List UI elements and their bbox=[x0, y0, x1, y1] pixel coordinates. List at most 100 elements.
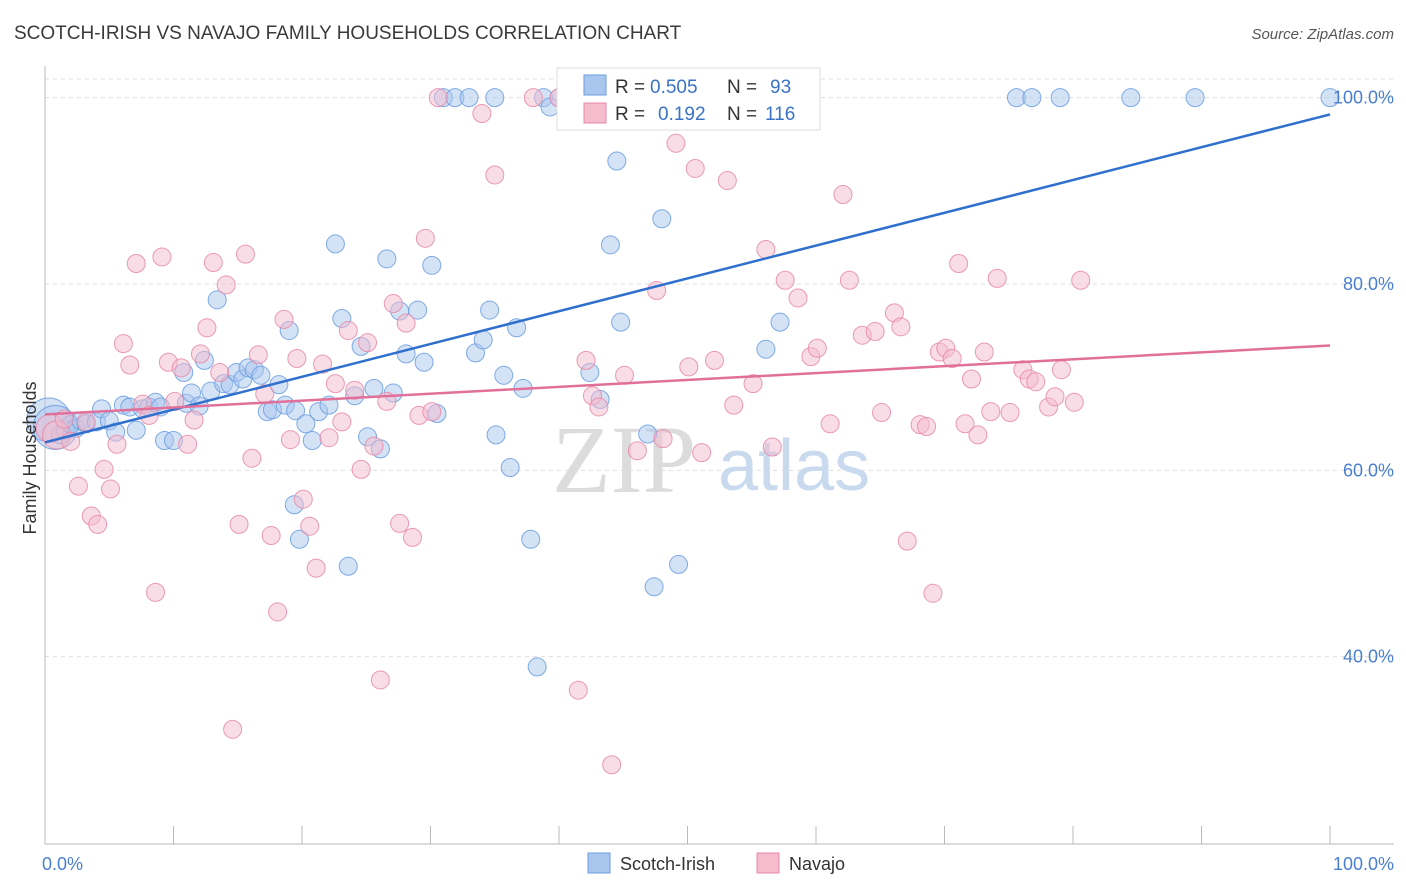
point-0-47 bbox=[325, 234, 345, 254]
point-1-35 bbox=[268, 602, 288, 622]
point-1-8 bbox=[94, 459, 114, 479]
point-1-84 bbox=[762, 437, 782, 457]
point-0-88 bbox=[652, 209, 672, 229]
axes bbox=[44, 66, 1394, 845]
series-legend: Scotch-Irish Navajo bbox=[587, 852, 845, 874]
point-0-44 bbox=[302, 431, 322, 451]
point-1-105 bbox=[955, 414, 975, 434]
point-1-68 bbox=[589, 397, 609, 417]
point-0-66 bbox=[459, 88, 479, 108]
point-0-91 bbox=[770, 312, 790, 332]
point-1-48 bbox=[351, 459, 371, 479]
point-1-42 bbox=[313, 354, 333, 374]
y-tick-label-3: 100.0% bbox=[1333, 88, 1394, 108]
point-1-118 bbox=[1064, 392, 1084, 412]
point-1-94 bbox=[872, 403, 892, 423]
point-1-110 bbox=[987, 268, 1007, 288]
point-1-76 bbox=[685, 158, 705, 178]
point-0-43 bbox=[296, 414, 316, 434]
trend-line-1 bbox=[44, 344, 1331, 416]
watermark-atlas: atlas bbox=[718, 426, 870, 506]
point-1-61 bbox=[472, 103, 492, 123]
point-1-82 bbox=[743, 374, 763, 394]
point-0-70 bbox=[486, 425, 506, 445]
point-0-14 bbox=[126, 420, 146, 440]
point-1-41 bbox=[306, 558, 326, 578]
point-1-88 bbox=[807, 338, 827, 358]
legend-swatch-scotch-irish bbox=[583, 74, 607, 96]
point-1-11 bbox=[113, 334, 133, 354]
y-tick-label-2: 80.0% bbox=[1343, 274, 1394, 294]
point-1-56 bbox=[403, 527, 423, 547]
point-1-71 bbox=[627, 441, 647, 461]
point-0-64 bbox=[485, 88, 505, 108]
stats-legend: R = 0.505 N = 93 R = 0.192 N = 116 bbox=[556, 67, 821, 131]
point-0-96 bbox=[1121, 88, 1141, 108]
point-1-60 bbox=[428, 88, 448, 108]
point-1-28 bbox=[223, 719, 243, 739]
point-1-4 bbox=[68, 476, 88, 496]
point-1-104 bbox=[949, 253, 969, 273]
point-0-59 bbox=[408, 300, 428, 320]
point-1-73 bbox=[653, 429, 673, 449]
bottom-legend-label-navajo: Navajo bbox=[789, 854, 845, 874]
legend-n-value-scotch-irish: 93 bbox=[770, 77, 791, 98]
point-1-13 bbox=[126, 253, 146, 273]
legend-r-label-navajo: R = bbox=[615, 104, 645, 125]
point-1-63 bbox=[523, 88, 543, 108]
legend-swatch-navajo bbox=[583, 102, 607, 124]
point-0-75 bbox=[521, 529, 541, 549]
scatter-points bbox=[26, 88, 1340, 775]
point-1-31 bbox=[242, 448, 262, 468]
point-1-36 bbox=[274, 309, 294, 329]
bottom-legend-label-scotch-irish: Scotch-Irish bbox=[620, 854, 715, 874]
point-1-50 bbox=[364, 436, 384, 456]
point-1-85 bbox=[775, 270, 795, 290]
point-1-17 bbox=[152, 247, 172, 267]
point-0-55 bbox=[377, 249, 397, 269]
point-1-47 bbox=[345, 380, 365, 400]
trend-lines bbox=[44, 113, 1331, 444]
point-1-25 bbox=[203, 253, 223, 273]
point-0-42 bbox=[289, 529, 309, 549]
point-1-22 bbox=[184, 410, 204, 430]
point-0-85 bbox=[611, 312, 631, 332]
point-1-80 bbox=[724, 395, 744, 415]
point-1-53 bbox=[383, 294, 403, 314]
point-0-90 bbox=[756, 339, 776, 359]
chart-source: Source: ZipAtlas.com bbox=[1251, 26, 1394, 43]
point-1-58 bbox=[415, 228, 435, 248]
point-1-59 bbox=[422, 402, 442, 422]
point-1-23 bbox=[190, 344, 210, 364]
x-tick-label-0: 0.0% bbox=[42, 854, 83, 874]
point-0-71 bbox=[494, 365, 514, 385]
point-1-40 bbox=[300, 516, 320, 536]
point-1-119 bbox=[1071, 270, 1091, 290]
point-1-5 bbox=[76, 412, 96, 432]
point-1-21 bbox=[178, 434, 198, 454]
point-1-111 bbox=[1000, 403, 1020, 423]
point-1-44 bbox=[325, 374, 345, 394]
point-1-38 bbox=[287, 349, 307, 369]
point-1-77 bbox=[692, 443, 712, 463]
point-1-26 bbox=[210, 362, 230, 382]
point-1-90 bbox=[833, 185, 853, 205]
watermark-zip: ZIP bbox=[552, 406, 696, 513]
legend-r-value-scotch-irish: 0.505 bbox=[650, 77, 698, 98]
point-1-49 bbox=[358, 333, 378, 353]
point-1-34 bbox=[261, 526, 281, 546]
point-1-20 bbox=[171, 358, 191, 378]
point-1-109 bbox=[981, 402, 1001, 422]
point-1-12 bbox=[120, 355, 140, 375]
series-0-points bbox=[26, 88, 1340, 677]
x-tick-label-1: 100.0% bbox=[1333, 854, 1394, 874]
point-0-97 bbox=[1185, 88, 1205, 108]
point-1-100 bbox=[923, 583, 943, 603]
legend-n-value-navajo: 116 bbox=[765, 104, 795, 125]
point-0-60 bbox=[414, 352, 434, 372]
watermark: ZIP atlas bbox=[552, 406, 870, 513]
point-1-70 bbox=[615, 365, 635, 385]
point-0-49 bbox=[338, 556, 358, 576]
point-1-65 bbox=[568, 680, 588, 700]
